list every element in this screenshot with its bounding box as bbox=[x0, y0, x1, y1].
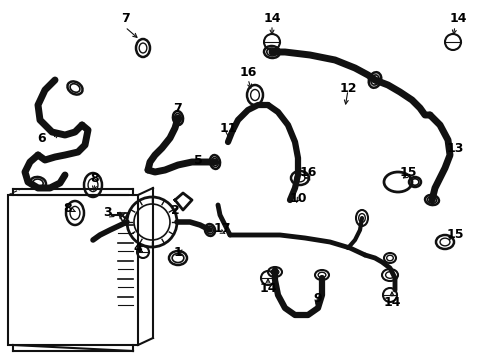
Text: 5: 5 bbox=[193, 153, 202, 166]
Text: 14: 14 bbox=[448, 12, 466, 24]
Text: 14: 14 bbox=[383, 296, 400, 309]
Text: 8: 8 bbox=[90, 171, 99, 184]
Text: 16: 16 bbox=[239, 66, 256, 78]
Text: 7: 7 bbox=[121, 12, 129, 24]
Text: 11: 11 bbox=[219, 122, 236, 135]
Text: 14: 14 bbox=[263, 12, 280, 24]
Text: 6: 6 bbox=[38, 131, 46, 144]
Text: 7: 7 bbox=[173, 102, 182, 114]
Text: 15: 15 bbox=[446, 229, 463, 242]
Text: 12: 12 bbox=[339, 81, 356, 94]
Text: 16: 16 bbox=[299, 166, 316, 179]
Text: 2: 2 bbox=[170, 203, 179, 216]
Text: 8: 8 bbox=[63, 202, 72, 215]
Text: 10: 10 bbox=[289, 192, 306, 204]
Text: 13: 13 bbox=[446, 141, 463, 154]
Bar bbox=[8, 195, 138, 345]
Text: 4: 4 bbox=[133, 242, 142, 255]
Text: 9: 9 bbox=[313, 292, 322, 305]
Text: 17: 17 bbox=[213, 221, 230, 234]
Text: 15: 15 bbox=[398, 166, 416, 179]
Text: 3: 3 bbox=[103, 207, 112, 220]
Text: 1: 1 bbox=[173, 246, 182, 258]
Text: 14: 14 bbox=[259, 282, 276, 294]
